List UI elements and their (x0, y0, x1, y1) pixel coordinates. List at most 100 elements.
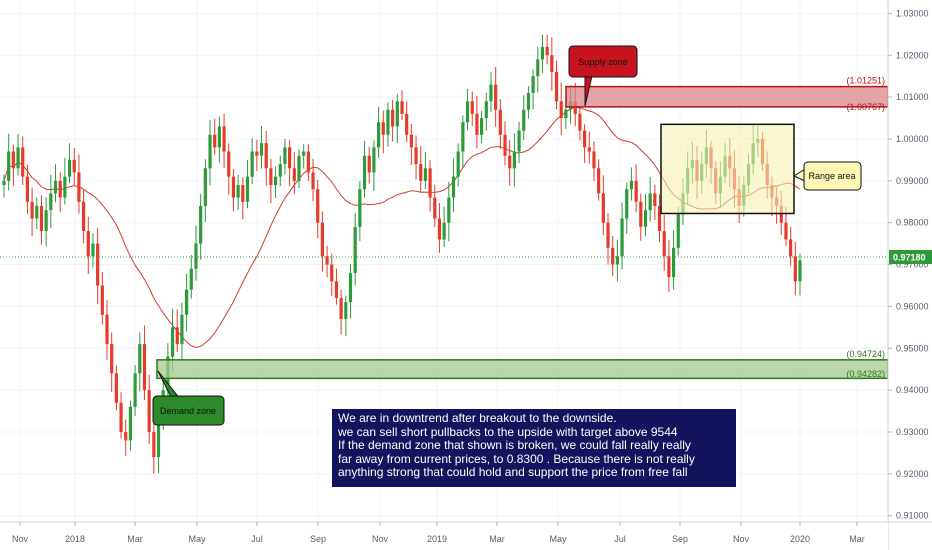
candlestick-series (2, 34, 802, 474)
time-tick-label: May (549, 534, 567, 544)
candle-body (629, 180, 634, 190)
candle-body (615, 256, 619, 265)
candle-body (292, 168, 296, 181)
candle-body (461, 122, 465, 152)
candle-body (82, 201, 86, 232)
candle-body (601, 193, 605, 223)
candle-body (564, 109, 568, 119)
candle-body (620, 218, 624, 257)
candle-body (16, 147, 20, 169)
candle-body (344, 302, 348, 319)
candle-body (227, 151, 231, 177)
candle-body (53, 180, 58, 194)
candle-body (91, 243, 95, 257)
demand-callout-box (152, 395, 225, 426)
range-callout-text: Range area (808, 171, 855, 181)
candle-body (578, 113, 582, 131)
candle-body (428, 168, 432, 198)
note-line-5: anything strong that could hold and supp… (338, 465, 688, 480)
price-tick-label: 0.99000 (896, 176, 929, 186)
price-tick-label: 1.03000 (896, 8, 929, 18)
candle-body (156, 423, 161, 458)
candle-body (203, 168, 207, 206)
time-tick-label: Mar (127, 534, 143, 544)
candle-body (231, 176, 236, 198)
candle-body (639, 201, 643, 227)
candle-body (7, 151, 11, 181)
candle-body (25, 176, 30, 202)
price-tick-label: 0.98000 (896, 218, 929, 228)
candle-body (451, 176, 456, 198)
time-tick-label: Nov (372, 534, 389, 544)
candle-body (77, 172, 81, 202)
candle-body (465, 101, 470, 123)
range-area[interactable] (660, 123, 795, 215)
candle-body (199, 205, 203, 244)
price-tick-label: 0.96000 (896, 301, 929, 311)
candle-body (330, 264, 334, 282)
supply-zone[interactable] (565, 85, 889, 108)
candle-body (779, 205, 783, 223)
candle-body (72, 159, 76, 173)
candle-body (480, 118, 484, 135)
price-tick-label: 0.94000 (896, 385, 929, 395)
candle-body (105, 314, 109, 345)
candle-body (35, 205, 39, 219)
candle-body (789, 239, 793, 257)
candle-body (798, 260, 802, 282)
candle-body (67, 159, 72, 177)
candle-body (508, 155, 512, 169)
candle-body (414, 147, 418, 165)
candle-body (395, 101, 399, 127)
zones[interactable]: (1.01251) (1.00767) (0.94724) (0.94282) (156, 76, 889, 380)
candle-body (657, 205, 662, 232)
last-price-label: 0.97180 (893, 253, 926, 263)
candle-body (119, 402, 123, 432)
time-tick-label: 2019 (427, 534, 447, 544)
candle-body (250, 151, 254, 177)
candle-body (44, 210, 48, 232)
candle-body (320, 222, 324, 257)
candle-body (376, 122, 381, 148)
time-tick-label: Sep (672, 534, 688, 544)
candle-body (217, 126, 221, 148)
candle-body (653, 193, 657, 206)
price-tick-label: 1.01000 (896, 92, 929, 102)
candle-body (255, 151, 259, 156)
price-tick-label: 0.93000 (896, 427, 929, 437)
range-callout-box (803, 161, 862, 191)
supply-callout-box (568, 45, 638, 78)
candle-body (194, 243, 198, 269)
candle-body (39, 205, 44, 232)
candle-body (606, 222, 610, 248)
candle-body (784, 222, 788, 240)
candle-body (316, 189, 320, 223)
price-tick-label: 0.92000 (896, 469, 929, 479)
candle-body (100, 285, 104, 315)
candle-body (484, 101, 488, 119)
demand-upper-label: (0.94724) (846, 349, 885, 359)
demand-zone[interactable] (156, 359, 889, 380)
candle-body (648, 193, 652, 211)
candle-body (185, 289, 189, 315)
candle-body (372, 147, 376, 173)
candle-body (288, 147, 292, 169)
candle-body (522, 109, 526, 131)
candle-body (264, 143, 268, 169)
candle-body (597, 168, 601, 194)
price-axis-bg (888, 0, 932, 550)
candle-body (540, 46, 545, 60)
candle-body (170, 327, 175, 357)
candle-body (667, 256, 671, 278)
candle-body (245, 176, 250, 202)
candle-body (442, 222, 446, 240)
candle-body (208, 134, 212, 169)
candle-body (241, 185, 245, 202)
candle-body (671, 247, 676, 278)
candle-body (353, 226, 357, 273)
supply-callout-text: Supply zone (578, 57, 628, 67)
candle-body (133, 373, 137, 407)
candle-body (152, 432, 156, 458)
candle-body (409, 134, 413, 148)
candle-body (475, 113, 479, 135)
